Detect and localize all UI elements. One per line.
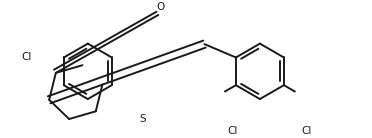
Text: Cl: Cl [228, 126, 238, 136]
Text: S: S [139, 114, 145, 124]
Text: O: O [156, 2, 164, 12]
Text: Cl: Cl [21, 52, 31, 62]
Text: Cl: Cl [301, 126, 312, 136]
